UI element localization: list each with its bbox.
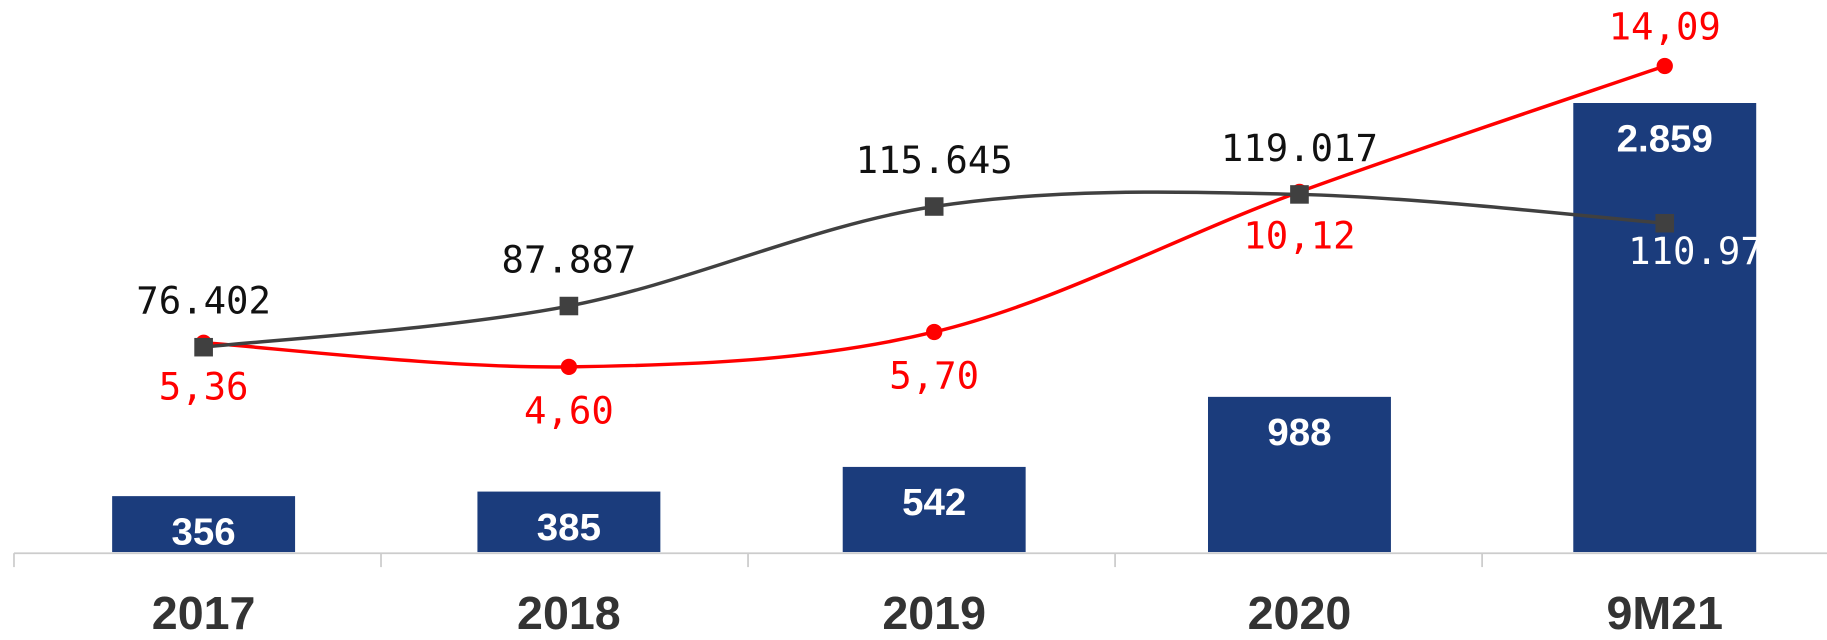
line-label: 5,36 <box>159 366 249 409</box>
line-label: 4,60 <box>524 390 614 433</box>
bar-label: 2.859 <box>1617 117 1713 160</box>
x-tick-label: 9M21 <box>1606 587 1723 639</box>
line-label: 5,70 <box>889 355 979 398</box>
marker <box>559 296 579 316</box>
bar-label: 385 <box>537 506 601 549</box>
marker <box>1655 213 1675 233</box>
x-tick-label: 2020 <box>1248 587 1352 639</box>
line-label: 115.645 <box>856 139 1013 182</box>
line-label: 10,12 <box>1243 215 1355 258</box>
line-label: 87.887 <box>502 239 637 282</box>
marker <box>1290 185 1309 204</box>
line-label: 14,09 <box>1609 6 1721 49</box>
x-tick-label: 2017 <box>152 587 256 639</box>
bar <box>477 491 661 553</box>
line-label: 76.402 <box>136 280 271 323</box>
marker <box>1656 57 1673 75</box>
bar <box>1573 103 1757 553</box>
line-label: 119.017 <box>1221 127 1378 170</box>
x-tick-label: 2018 <box>517 587 621 639</box>
marker <box>926 323 943 341</box>
bar <box>842 466 1026 553</box>
bar <box>112 496 296 553</box>
bar-label: 988 <box>1267 411 1331 454</box>
marker <box>194 337 213 357</box>
line-label: 110.979 <box>1628 230 1785 273</box>
bar <box>1207 396 1391 553</box>
x-tick-label: 2019 <box>882 587 986 639</box>
bar-label: 356 <box>172 511 236 554</box>
marker <box>924 197 944 216</box>
marker <box>560 358 578 375</box>
line <box>203 64 1666 369</box>
bar-label: 542 <box>902 481 966 524</box>
